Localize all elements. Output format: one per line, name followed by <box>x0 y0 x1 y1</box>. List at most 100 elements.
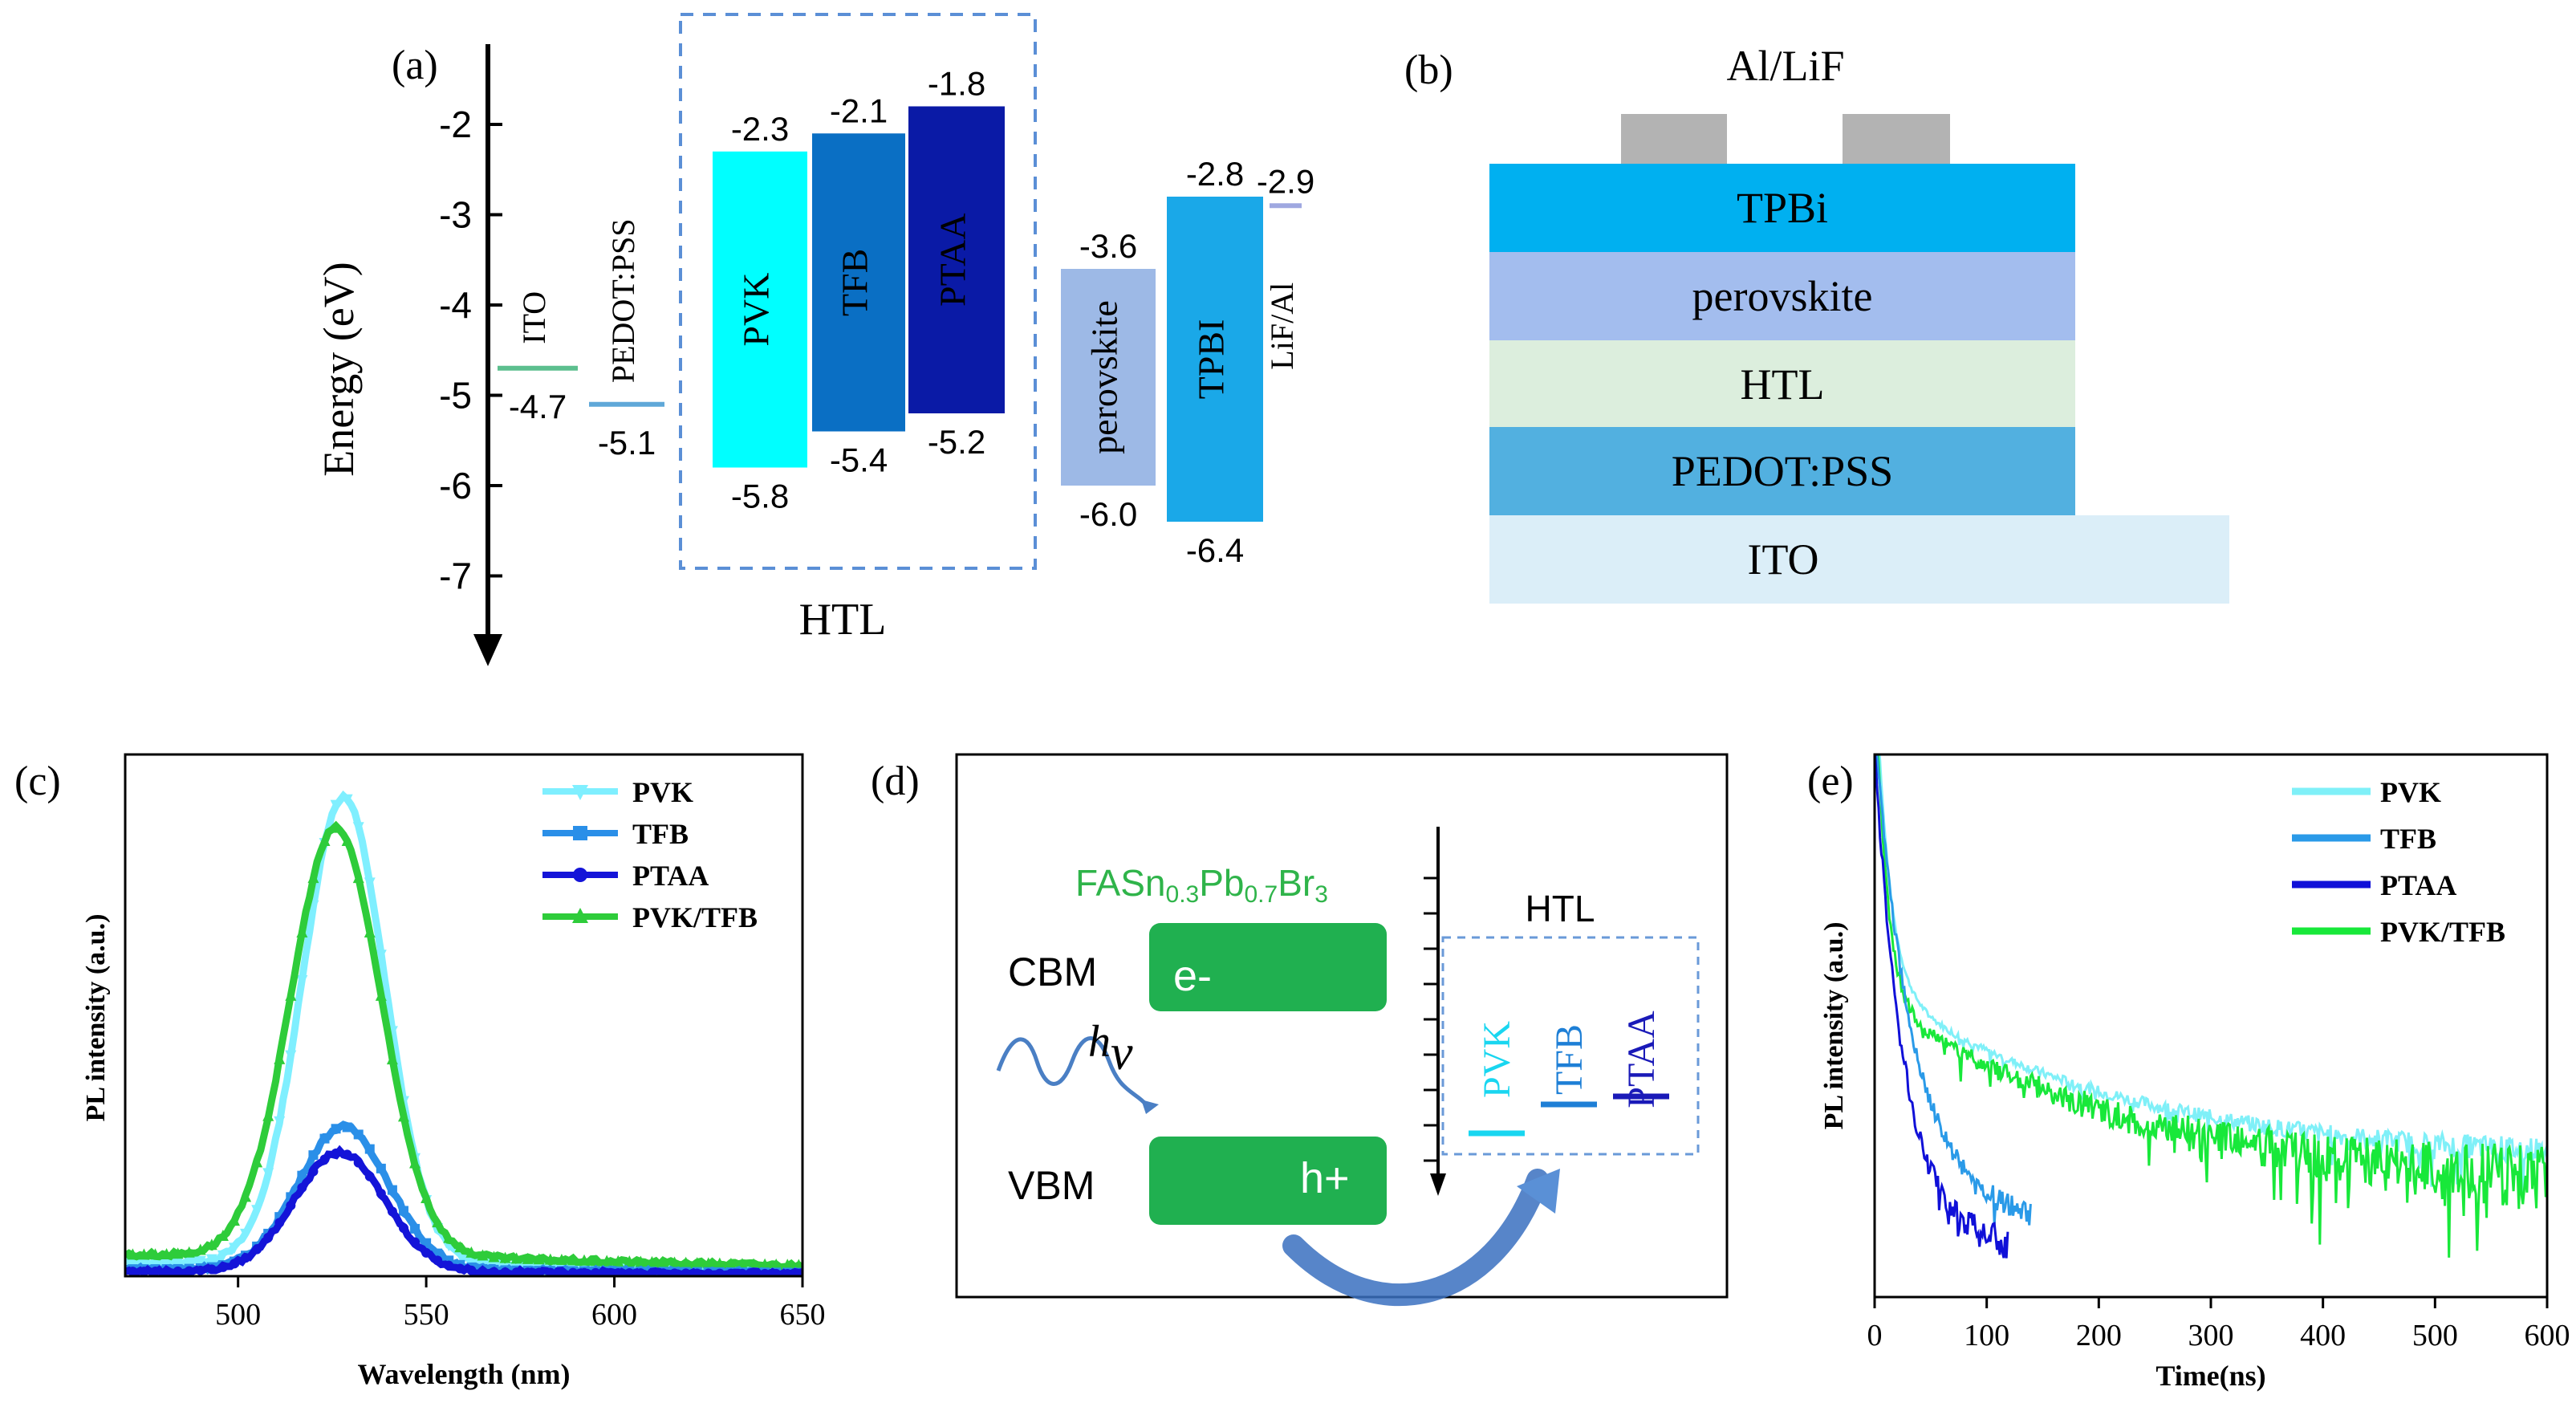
marker-pvk-tfb <box>782 1259 794 1271</box>
marker-ptaa <box>613 1267 624 1276</box>
marker-ptaa <box>511 1267 522 1276</box>
energy-tick-label: -3 <box>439 194 472 236</box>
panel-e-trpl-decay: (e) 0 100 200 300 400 500 600 Time(ns) PL inte… <box>1807 753 2570 1392</box>
panel-d-schematic: (d) FASn0.3Pb0.7Br3 CBM VBM e- h+ hv HTL… <box>871 753 1729 1306</box>
schematic-frame <box>955 753 1729 1299</box>
marker-pvk-tfb <box>544 1253 556 1265</box>
marker-pvk-tfb <box>149 1248 161 1260</box>
panel-b-device-structure: (b) Al/LiF TPBi perovskite HTL PEDOT:PSS ITO <box>1404 42 2229 604</box>
photon-label: hv <box>1088 1017 1133 1080</box>
marker-ptaa <box>477 1266 488 1276</box>
marker-pvk-tfb <box>725 1257 737 1269</box>
marker-pvk-tfb <box>307 872 319 884</box>
electrode-left <box>1621 114 1727 164</box>
marker-ptaa <box>737 1268 747 1276</box>
panel-c-pl-spectra: (c) 500 550 600 650 Wavelength (nm) PL inte… <box>14 753 826 1390</box>
layer-label-ito: ITO <box>1748 535 1819 584</box>
x-tick-label-c: 500 <box>215 1298 261 1332</box>
cbm-label: CBM <box>1008 950 1097 994</box>
marker-ptaa <box>782 1268 793 1276</box>
series-line-pvk-tfb <box>125 820 802 1272</box>
legend-label-pvk: PVK <box>632 776 693 808</box>
marker-tfb <box>376 1163 386 1173</box>
marker-ptaa <box>421 1247 432 1258</box>
legend-c: PVK TFB PTAA PVK/TFB <box>542 776 758 933</box>
series-line-pvk <box>1878 754 2547 1193</box>
marker-ptaa <box>376 1189 386 1199</box>
marker-pvk <box>352 822 364 834</box>
marker-pvk <box>375 950 387 962</box>
marker-ptaa <box>669 1268 680 1276</box>
pl-spectra-series <box>125 790 802 1276</box>
marker-pvk <box>251 1205 263 1217</box>
marker-pvk-tfb <box>397 1110 409 1122</box>
marker-pvk-tfb <box>262 1109 274 1121</box>
energy-tick-label: -6 <box>439 465 472 506</box>
marker-pvk <box>205 1254 217 1266</box>
marker-tfb <box>387 1185 397 1195</box>
x-tick-label-e: 600 <box>2525 1319 2570 1352</box>
marker-ptaa <box>252 1244 262 1255</box>
marker-ptaa <box>545 1267 555 1276</box>
x-axis-label-e: Time(ns) <box>2155 1360 2265 1392</box>
series-line-tfb <box>1875 754 2032 1226</box>
panel-label-b: (b) <box>1404 47 1453 93</box>
marker-ptaa <box>444 1260 454 1271</box>
marker-ptaa <box>760 1268 770 1276</box>
level-name-ptaa: PTAA <box>932 214 973 307</box>
marker-ptaa <box>173 1266 183 1276</box>
level-value-low-perovskite: -6.0 <box>1079 495 1137 533</box>
marker-pvk-tfb <box>432 1216 444 1228</box>
marker-pvk <box>296 975 308 987</box>
marker-pvk-tfb <box>217 1230 229 1242</box>
marker-ptaa <box>591 1267 601 1276</box>
panel-label-e: (e) <box>1807 758 1854 804</box>
marker-ptaa <box>794 1269 802 1276</box>
electron-label: e- <box>1173 952 1212 1000</box>
marker-pvk-tfb <box>341 834 353 846</box>
layer-htl <box>1489 340 2075 429</box>
marker-ptaa <box>455 1263 465 1274</box>
marker-ptaa <box>206 1264 217 1275</box>
level-name-pvk: PVK <box>736 273 777 347</box>
level-bar-perovskite <box>1061 269 1156 486</box>
marker-pvk-tfb <box>386 1053 398 1065</box>
htl-name-ptaa: PTAA <box>1620 1011 1663 1108</box>
x-tick-label-c: 600 <box>591 1298 637 1332</box>
marker-pvk-tfb <box>138 1248 150 1260</box>
series-markers-pvk-tfb <box>127 821 802 1271</box>
marker-ptaa <box>387 1206 397 1217</box>
legend-marker-ptaa <box>573 868 587 882</box>
level-value-top-ptaa: -1.8 <box>928 65 985 103</box>
marker-pvk-tfb <box>680 1256 692 1268</box>
marker-pvk-tfb <box>285 989 297 1001</box>
marker-ptaa <box>466 1265 477 1275</box>
marker-ptaa <box>353 1157 364 1168</box>
marker-ptaa <box>579 1267 590 1276</box>
marker-tfb <box>342 1122 352 1133</box>
marker-pvk <box>194 1255 206 1267</box>
level-value-top-tpbi: -2.8 <box>1186 155 1244 193</box>
marker-ptaa <box>364 1171 375 1181</box>
photon-wave-icon <box>996 1036 1148 1106</box>
marker-ptaa <box>286 1200 296 1210</box>
photon-arrow-icon <box>1141 1100 1159 1114</box>
level-value-low-pvk: -5.8 <box>731 478 789 515</box>
marker-pvk-tfb <box>330 821 342 833</box>
marker-pvk-tfb <box>274 1052 286 1064</box>
marker-ptaa <box>489 1267 499 1276</box>
marker-pvk-tfb <box>533 1253 545 1265</box>
hole-transfer-arrow-head-icon <box>1517 1169 1560 1214</box>
series-line-pvk-tfb <box>1876 754 2547 1258</box>
marker-ptaa <box>714 1268 725 1276</box>
marker-ptaa <box>241 1253 251 1263</box>
marker-ptaa <box>749 1268 759 1276</box>
marker-pvk-tfb <box>635 1255 647 1267</box>
x-ticks-c: 500 550 600 650 <box>215 1276 826 1332</box>
y-axis-label-e: PL intensity (a.u.) <box>1819 922 1849 1130</box>
level-value-low-tfb: -5.4 <box>830 441 888 479</box>
marker-ptaa <box>139 1267 149 1276</box>
legend-e: PVK TFB PTAA PVK/TFB <box>2292 776 2505 948</box>
marker-pvk <box>262 1168 274 1180</box>
marker-pvk-tfb <box>713 1257 725 1269</box>
